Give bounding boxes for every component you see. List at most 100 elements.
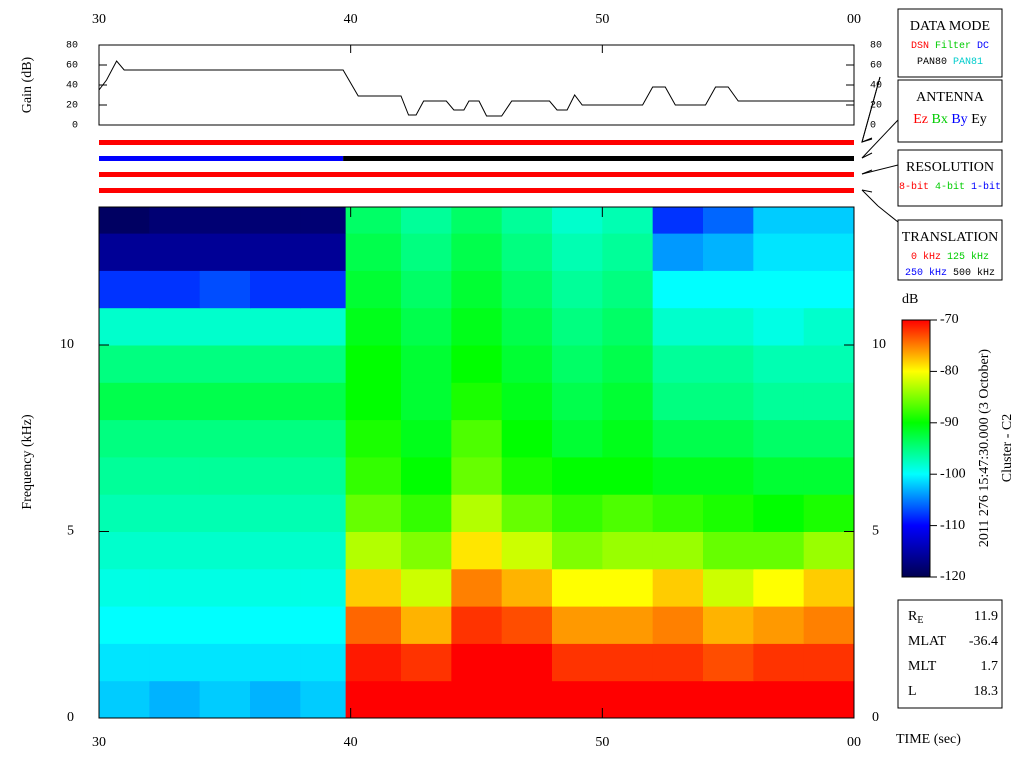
heat-cell [345, 307, 402, 346]
status-bar [99, 140, 854, 145]
x-tick-label: 40 [344, 12, 358, 27]
heat-cell [345, 643, 402, 682]
heat-cell [300, 643, 347, 682]
heat-cell [401, 307, 452, 346]
legend-row: PAN80 PAN81 [917, 57, 983, 68]
heat-cell [501, 568, 553, 607]
heat-cell [401, 345, 452, 383]
heat-cell [149, 494, 201, 533]
y-tick-label: 60 [66, 61, 78, 72]
heat-cell [753, 680, 805, 719]
heat-cell [300, 307, 347, 346]
legend-item: Ey [971, 112, 987, 127]
heat-cell [602, 456, 654, 495]
heat-cell [345, 494, 402, 533]
heat-cell [501, 207, 553, 234]
legend-row: 8-bit 4-bit 1-bit [899, 181, 1001, 193]
heat-cell [401, 568, 452, 607]
legend-item: By [951, 112, 967, 127]
heat-cell [552, 643, 603, 682]
heat-cell [753, 419, 805, 458]
legend-item: PAN81 [953, 57, 983, 68]
heat-cell [99, 643, 150, 682]
heat-cell [803, 456, 855, 495]
heat-cell [451, 419, 503, 458]
heat-cell [250, 606, 301, 644]
heat-cell [703, 307, 754, 346]
y-tick-label: 5 [872, 524, 879, 539]
heat-cell [401, 531, 452, 570]
legend-box [897, 8, 1003, 78]
heat-cell [99, 568, 150, 607]
legend-item: DC [977, 41, 989, 52]
heat-cell [803, 270, 855, 309]
heat-cell [753, 233, 805, 271]
colorbar-tick-label: -110 [940, 518, 965, 533]
heat-cell [300, 270, 347, 309]
legend-item: 4-bit [935, 181, 965, 193]
heat-cell [401, 419, 452, 458]
heat-cell [552, 307, 603, 346]
heat-cell [250, 680, 301, 719]
heat-cell [300, 568, 347, 607]
heat-cell [501, 531, 553, 570]
y-tick-label: 20 [870, 101, 882, 112]
heat-cell [451, 270, 503, 309]
heat-cell [149, 456, 201, 495]
legend-box [897, 149, 1003, 207]
heat-cell [451, 307, 503, 346]
heat-cell [199, 419, 251, 458]
heat-cell [803, 307, 855, 346]
heat-cell [652, 233, 704, 271]
heat-cell [803, 419, 855, 458]
heat-cell [300, 419, 347, 458]
heat-cell [199, 345, 251, 383]
heat-cell [602, 233, 654, 271]
heat-cell [652, 606, 704, 644]
heat-cell [501, 680, 553, 719]
heat-cell [401, 456, 452, 495]
y-tick-label: 80 [66, 41, 78, 52]
legend-item: 250 kHz [905, 267, 947, 279]
heat-cell [250, 233, 301, 271]
heat-cell [250, 207, 301, 234]
colorbar-tick-label: -70 [940, 312, 959, 327]
heat-cell [602, 494, 654, 533]
heat-cell [753, 606, 805, 644]
heat-cell [803, 233, 855, 271]
heat-cell [345, 207, 402, 234]
y-tick-label: 5 [67, 524, 74, 539]
legend-row: 250 kHz 500 kHz [905, 267, 995, 279]
heat-cell [552, 207, 603, 234]
heat-cell [199, 680, 251, 719]
y-tick-label: 0 [872, 710, 879, 725]
heat-cell [703, 345, 754, 383]
colorbar-label: dB [902, 292, 918, 307]
heat-cell [652, 680, 704, 719]
heat-cell [345, 419, 402, 458]
heat-cell [552, 531, 603, 570]
heat-cell [99, 680, 150, 719]
heat-cell [753, 307, 805, 346]
heat-cell [652, 568, 704, 607]
heat-cell [652, 643, 704, 682]
heat-cell [703, 382, 754, 421]
heat-cell [451, 568, 503, 607]
gain-frame [98, 44, 855, 126]
info-label: MLT [908, 659, 937, 674]
heat-cell [753, 207, 805, 234]
gain-line [98, 60, 854, 117]
info-value: 11.9 [974, 609, 998, 624]
heat-cell [753, 531, 805, 570]
heat-cell [803, 345, 855, 383]
info-label: MLAT [908, 634, 947, 649]
heat-cell [99, 419, 150, 458]
heat-cell [99, 606, 150, 644]
status-bar [99, 188, 854, 193]
heat-cell [199, 494, 251, 533]
colorbar-tick-label: -120 [940, 569, 966, 584]
heat-cell [803, 680, 855, 719]
heat-cell [703, 606, 754, 644]
heat-cell [552, 419, 603, 458]
heat-cell [99, 233, 150, 271]
